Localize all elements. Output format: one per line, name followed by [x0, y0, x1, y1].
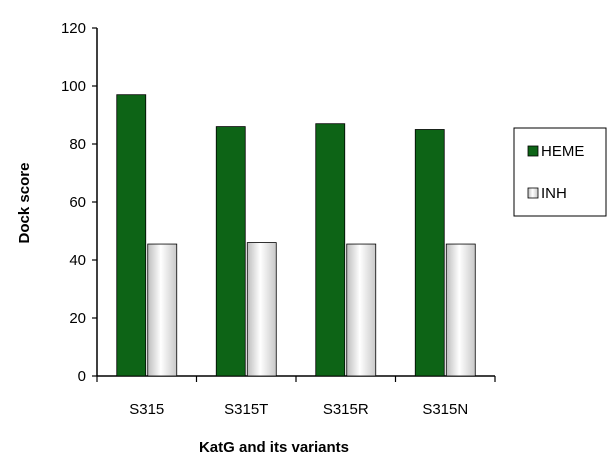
x-ticks [96, 376, 496, 382]
bar-inh-s315n [445, 243, 476, 377]
legend-label-inh: INH [541, 185, 567, 202]
y-tick-label: 100 [61, 78, 86, 95]
legend-label-heme: HEME [541, 143, 584, 160]
x-tick-label: S315R [323, 401, 369, 418]
bar-heme-s315 [116, 94, 147, 377]
y-tick-label: 120 [61, 20, 86, 37]
x-tick-label: S315N [422, 401, 468, 418]
y-tick-label: 40 [69, 252, 86, 269]
x-tick-label: S315T [224, 401, 268, 418]
bar-inh-s315t [246, 242, 277, 377]
y-ticks: 0 20 40 60 80 100 120 [61, 20, 97, 385]
x-tick-label: S315 [129, 401, 164, 418]
legend-swatch-heme [527, 145, 539, 157]
y-axis-title: Dock score [16, 163, 33, 244]
bar-heme-s315r [315, 123, 346, 377]
y-tick-label: 80 [69, 136, 86, 153]
x-axis-title: KatG and its variants [199, 439, 349, 456]
bar-inh-s315r [346, 243, 377, 377]
legend-box [513, 127, 607, 217]
bar-inh-s315 [147, 243, 178, 377]
bar-heme-s315t [215, 126, 246, 377]
legend: HEME INH [513, 127, 607, 217]
legend-swatch-inh [527, 187, 539, 199]
y-tick-label: 60 [69, 194, 86, 211]
bar-heme-s315n [414, 129, 445, 377]
y-tick-label: 0 [78, 368, 86, 385]
y-tick-label: 20 [69, 310, 86, 327]
bars [116, 94, 476, 377]
category-labels: S315 S315T S315R S315N [129, 401, 468, 418]
